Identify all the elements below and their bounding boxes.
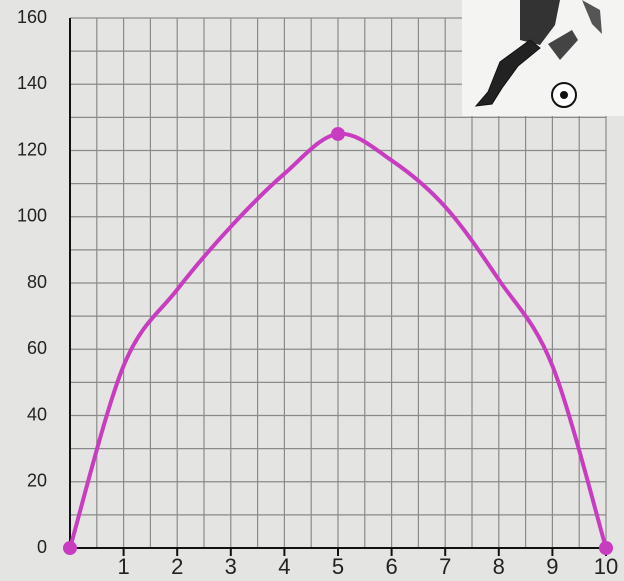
x-tick-label: 10 [594,554,618,579]
ball-patch [560,91,568,99]
point [63,541,77,555]
x-tick-label: 4 [278,554,290,579]
x-tick-label: 5 [332,554,344,579]
x-tick-label: 8 [493,554,505,579]
point [331,127,345,141]
x-tick-label: 7 [439,554,451,579]
y-tick-label: 0 [37,537,47,557]
x-tick-label: 1 [117,554,129,579]
y-tick-label: 160 [17,7,47,27]
y-tick-label: 80 [27,272,47,292]
chart: 0 20 40 60 80 100 120 140 160 1 2 3 4 5 6 7 8 9 10 [0,0,624,581]
y-tick-label: 60 [27,338,47,358]
x-tick-label: 2 [171,554,183,579]
x-tick-label: 3 [225,554,237,579]
y-tick-label: 100 [17,206,47,226]
y-tick-label: 140 [17,73,47,93]
x-tick-label: 6 [385,554,397,579]
y-tick-label: 20 [27,471,47,491]
point [599,541,613,555]
y-tick-label: 40 [27,404,47,424]
page: 02040608010012014016012345678910 (() => … [0,0,624,581]
player-picture [462,0,624,116]
x-tick-label: 9 [546,554,558,579]
y-tick-label: 120 [17,139,47,159]
